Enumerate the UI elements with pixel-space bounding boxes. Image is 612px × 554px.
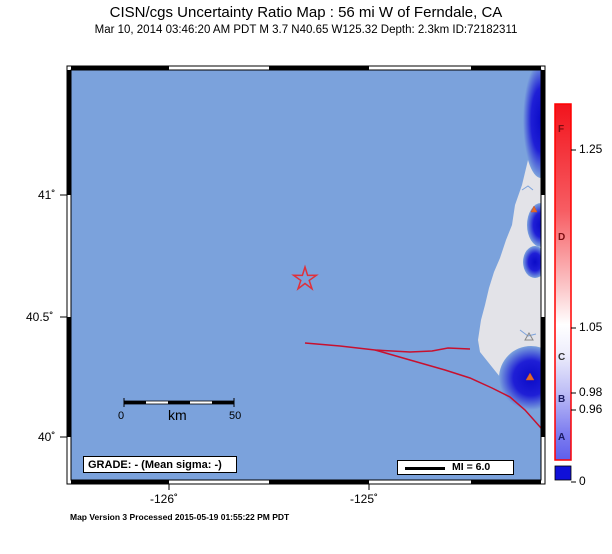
- low-uncertainty-zone: [523, 246, 541, 278]
- lon-label: -126˚: [150, 492, 179, 506]
- colorbar-value-label: 1.25: [579, 142, 603, 156]
- lat-label: 40˚: [38, 430, 56, 444]
- river-line: [521, 185, 534, 191]
- scale-end-label: 50: [229, 410, 242, 422]
- land-area: [478, 70, 541, 408]
- scale-start-label: 0: [118, 410, 125, 422]
- mi-legend-line: [405, 467, 445, 470]
- lat-label: 40.5˚: [26, 310, 54, 324]
- map-frame: [60, 65, 546, 490]
- colorbar-value-label: 0.98: [579, 385, 603, 399]
- colorbar-grade-label: D: [558, 232, 566, 243]
- low-uncertainty-zone: [499, 346, 541, 410]
- mi-legend-box: [397, 460, 514, 475]
- river-line: [519, 329, 537, 337]
- low-uncertainty-zone: [523, 70, 541, 178]
- lat-label: 41˚: [38, 188, 56, 202]
- colorbar-grade-label: C: [558, 352, 566, 363]
- mi-legend-label: MI = 6.0: [452, 461, 491, 473]
- scale-bar: [123, 398, 235, 407]
- scale-unit-label: km: [168, 407, 187, 423]
- colorbar-grade-label: F: [558, 124, 565, 135]
- map-version-footer: Map Version 3 Processed 2015-05-19 01:55…: [70, 512, 290, 522]
- event-details: Mar 10, 2014 03:46:20 AM PDT M 3.7 N40.6…: [94, 24, 518, 36]
- colorbar-value-label: 0: [579, 474, 586, 488]
- colorbar-grade-label: A: [558, 432, 566, 443]
- colorbar-value-label: 0.96: [579, 402, 603, 416]
- fault-line: [374, 349, 541, 429]
- station-triangle-icon: [525, 372, 535, 381]
- grade-box: GRADE: - (Mean sigma: -): [83, 456, 237, 473]
- colorbar-grade-label: B: [558, 394, 566, 405]
- map-title: CISN/cgs Uncertainty Ratio Map : 56 mi W…: [109, 4, 503, 21]
- fault-line: [304, 342, 471, 353]
- colorbar: [554, 103, 576, 483]
- station-triangle-icon: [524, 331, 534, 341]
- epicenter-star-icon: [291, 264, 319, 291]
- colorbar-value-label: 1.05: [579, 320, 603, 334]
- low-uncertainty-zone: [527, 203, 541, 247]
- lon-label: -125˚: [350, 492, 379, 506]
- station-triangle-icon: [530, 205, 538, 213]
- ocean-area: [71, 70, 541, 480]
